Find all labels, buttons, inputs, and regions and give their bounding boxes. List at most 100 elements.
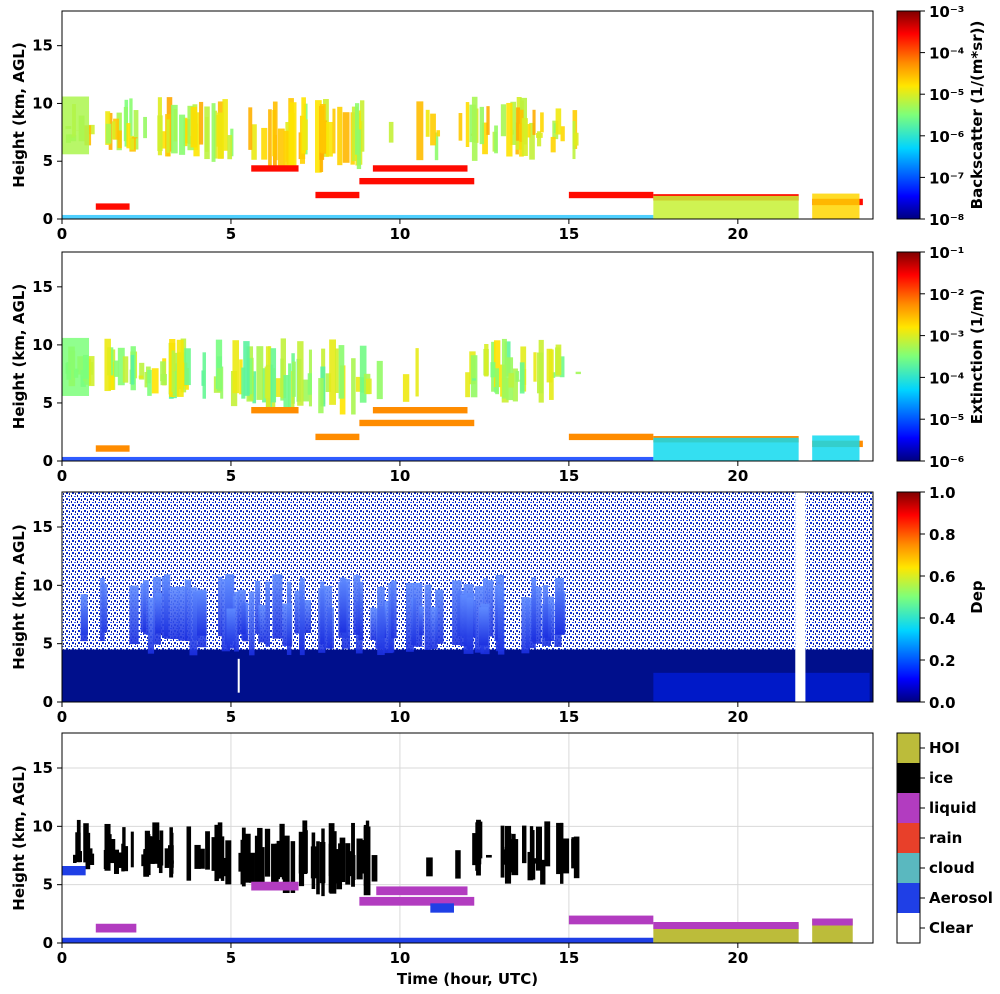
cloud-column [104,338,111,392]
x-tick-label: 5 [226,708,236,726]
liquid-layer [372,407,468,414]
ice-column [522,825,527,864]
ice-depol-column [555,577,564,635]
cloud-column [157,115,163,152]
cloud-column [88,124,95,135]
aerosol-patch [62,866,86,876]
cloud-column [334,348,339,394]
x-tick-label: 10 [389,708,410,726]
colorbar-tick-label: 1.0 [929,484,956,502]
y-tick-label: 15 [32,278,53,296]
boundary-layer [812,193,860,219]
x-tick-label: 15 [558,949,579,967]
cloud-column [430,113,436,146]
cloud-column [105,123,112,144]
plot-area [62,733,873,943]
cloud-column [123,106,128,142]
ice-depol-column [80,594,88,642]
legend-label: cloud [929,859,975,877]
cloud-column [291,361,296,397]
cloud-column [555,108,562,135]
cloud-column [130,354,135,385]
ice-depol-column [129,585,139,645]
cloud-column [302,119,308,151]
surface-layer [62,456,654,461]
ice-column [351,822,355,887]
y-tick-label: 15 [32,759,53,777]
x-tick-label: 10 [389,467,410,485]
ice-column [83,823,89,863]
ice-column [75,832,80,860]
y-tick-label: 15 [32,37,53,55]
y-tick-label: 0 [43,693,53,711]
liquid-layer [359,177,475,185]
cloud-column [143,116,147,139]
ice-column [149,836,155,864]
ice-depol-column [184,579,192,642]
cloud-column [436,130,441,137]
colorbar-tick-label: 10⁻³ [929,328,964,346]
ice-column [123,846,129,872]
cloud-column [529,122,535,160]
cloud-column [319,104,326,153]
cloud-column [376,360,383,400]
colorbar-tick-label: 10⁻¹ [929,244,964,262]
x-tick-label: 15 [558,708,579,726]
y-tick-label: 10 [32,94,53,112]
early-cloud [62,96,90,155]
cloud-column [337,106,343,166]
plot-background [62,733,873,943]
ice-depol-column [249,591,255,656]
cloud-column [325,373,332,393]
ice-column [164,848,170,868]
ice-column [108,839,116,863]
y-tick-label: 5 [43,876,53,894]
cloud-column [359,345,367,403]
cloud-column [133,110,139,150]
cloud-column [129,135,134,150]
data-gap [237,658,240,693]
cloud-column [536,352,544,394]
y-tick-label: 10 [32,576,53,594]
x-axis-label: Time (hour, UTC) [397,970,538,988]
cloud-column [365,378,372,395]
surface-layer [62,214,654,219]
colorbar-tick-label: 10⁻⁵ [929,411,964,429]
ice-depol-column [478,607,488,646]
cloud-column [506,102,513,157]
cloud-column [434,132,439,161]
liquid-layer [568,915,654,925]
ice-column [217,822,223,879]
cloud-column [222,99,228,151]
ice-column [159,830,164,866]
cloud-column [261,127,268,160]
ice-column [113,849,120,874]
cloud-column [138,375,144,379]
cloud-column [171,350,175,393]
cloud-column [388,121,394,143]
cloud-column [172,371,180,396]
cloud-column [508,373,515,388]
ice-depol-column [170,586,180,640]
ice-column [257,827,263,888]
cloud-column [227,135,233,160]
cloud-column [262,368,267,403]
y-tick-label: 5 [43,152,53,170]
y-tick-label: 0 [43,934,53,952]
cloud-column [537,131,542,147]
cloud-column [147,369,152,396]
cloud-column [415,348,419,397]
cloud-column [176,339,184,397]
ice-column [248,852,255,883]
liquid-layer [568,433,654,441]
cloud-column [215,339,223,389]
cloud-column [479,106,484,145]
cloud-column [575,371,581,375]
cloud-column [269,348,277,403]
colorbar-tick-label: 0.4 [929,610,956,628]
cloud-column [458,113,463,141]
ice-column [319,841,326,884]
legend-swatch-ice [897,763,920,793]
cloud-column [519,109,524,142]
ice-depol-column [102,583,108,633]
